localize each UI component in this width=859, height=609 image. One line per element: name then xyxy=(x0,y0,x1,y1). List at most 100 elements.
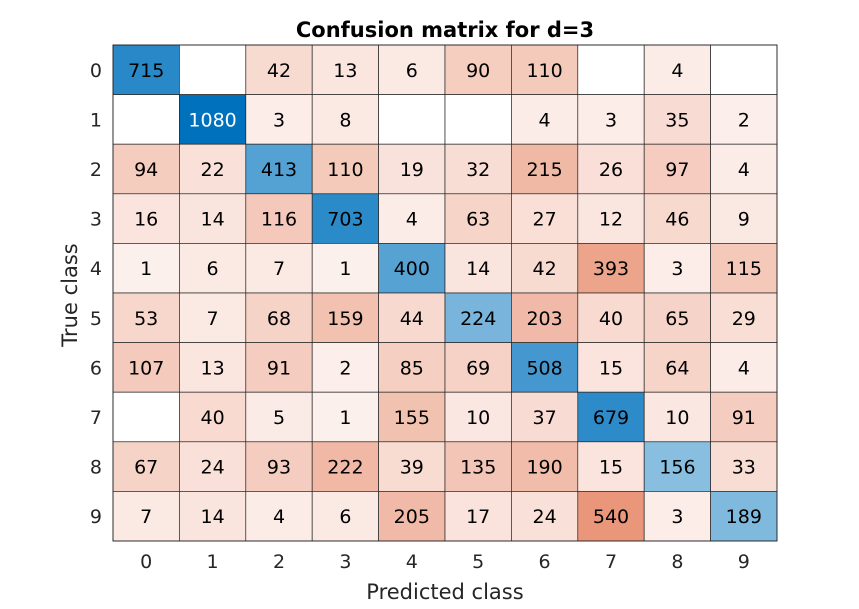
cell-value-6-2: 91 xyxy=(267,357,291,379)
heatmap-cell-9-8 xyxy=(643,491,711,542)
x-tick-label-2: 2 xyxy=(273,551,285,573)
cell-value-3-4: 4 xyxy=(406,209,418,231)
cell-value-6-5: 69 xyxy=(466,357,490,379)
heatmap-cell-8-0 xyxy=(112,441,180,492)
heatmap-cell-8-8 xyxy=(643,441,711,492)
cell-value-9-5: 17 xyxy=(466,506,490,528)
heatmap-cell-3-4 xyxy=(378,193,446,244)
cell-value-7-7: 679 xyxy=(593,407,629,429)
cell-value-2-1: 22 xyxy=(201,159,225,181)
heatmap-cell-5-0 xyxy=(112,292,180,343)
heatmap-cell-8-7 xyxy=(577,441,645,492)
heatmap-cell-0-6 xyxy=(511,44,579,95)
heatmap-cell-9-7 xyxy=(577,491,645,542)
cell-value-4-7: 393 xyxy=(593,258,629,280)
cell-value-4-1: 6 xyxy=(207,258,219,280)
cell-value-5-5: 224 xyxy=(460,308,496,330)
cell-value-5-6: 203 xyxy=(526,308,562,330)
cell-value-1-9: 2 xyxy=(738,109,750,131)
heatmap-cell-4-8 xyxy=(643,243,711,294)
cell-value-3-5: 63 xyxy=(466,209,490,231)
heatmap-cell-5-3 xyxy=(311,292,379,343)
cell-value-9-9: 189 xyxy=(726,506,762,528)
heatmap-cell-0-5 xyxy=(444,44,512,95)
cell-value-6-3: 2 xyxy=(339,357,351,379)
cell-value-2-3: 110 xyxy=(327,159,363,181)
cell-value-9-4: 205 xyxy=(394,506,430,528)
heatmap-cell-1-8 xyxy=(643,94,711,145)
x-tick-label-8: 8 xyxy=(671,551,683,573)
heatmap-cell-0-4 xyxy=(378,44,446,95)
cell-value-3-1: 14 xyxy=(201,209,225,231)
y-tick-label-0: 0 xyxy=(90,60,102,82)
cell-value-1-1: 1080 xyxy=(188,109,236,131)
cell-value-2-2: 413 xyxy=(261,159,297,181)
cell-value-8-5: 135 xyxy=(460,457,496,479)
heatmap-cell-8-2 xyxy=(245,441,313,492)
x-tick-label-4: 4 xyxy=(406,551,418,573)
cell-value-4-9: 115 xyxy=(726,258,762,280)
cell-value-8-9: 33 xyxy=(732,457,756,479)
heatmap-cell-4-7 xyxy=(577,243,645,294)
cell-value-3-2: 116 xyxy=(261,209,297,231)
heatmap-cell-1-1 xyxy=(179,94,247,145)
cell-value-5-3: 159 xyxy=(327,308,363,330)
cell-value-2-7: 26 xyxy=(599,159,623,181)
cell-value-8-8: 156 xyxy=(659,457,695,479)
heatmap-cell-6-6 xyxy=(511,342,579,393)
heatmap-cell-2-3 xyxy=(311,143,379,195)
heatmap-cell-6-0 xyxy=(112,342,180,393)
heatmap-cell-7-3 xyxy=(311,391,379,443)
cell-value-3-9: 9 xyxy=(738,209,750,231)
x-tick-label-9: 9 xyxy=(738,551,750,573)
x-tick-labels: 0 1 2 3 4 5 6 7 8 9 xyxy=(140,551,750,573)
cell-value-8-1: 24 xyxy=(201,457,225,479)
y-tick-label-4: 4 xyxy=(90,258,102,280)
cell-value-9-7: 540 xyxy=(593,506,629,528)
cell-value-0-5: 90 xyxy=(466,60,490,82)
cell-value-9-1: 14 xyxy=(201,506,225,528)
heatmap-cell-9-3 xyxy=(311,491,379,542)
heatmap-cell-8-4 xyxy=(378,441,446,492)
cell-value-7-8: 10 xyxy=(665,407,689,429)
x-tick-label-7: 7 xyxy=(605,551,617,573)
heatmap-cell-0-9 xyxy=(710,44,778,95)
cell-value-8-2: 93 xyxy=(267,457,291,479)
cell-value-8-6: 190 xyxy=(526,457,562,479)
cell-value-6-8: 64 xyxy=(665,357,689,379)
heatmap-cell-3-6 xyxy=(511,193,579,244)
cell-value-4-8: 3 xyxy=(671,258,683,280)
heatmap-cell-1-3 xyxy=(311,94,379,145)
y-tick-label-6: 6 xyxy=(90,357,102,379)
cell-value-4-6: 42 xyxy=(533,258,557,280)
heatmap-cell-9-4 xyxy=(378,491,446,542)
cell-value-2-4: 19 xyxy=(400,159,424,181)
heatmap-cell-1-4 xyxy=(378,94,446,145)
cell-value-3-3: 703 xyxy=(327,209,363,231)
heatmap-cell-4-3 xyxy=(311,243,379,294)
cell-value-2-5: 32 xyxy=(466,159,490,181)
cell-value-5-2: 68 xyxy=(267,308,291,330)
heatmap-cell-3-3 xyxy=(311,193,379,244)
cell-value-5-7: 40 xyxy=(599,308,623,330)
cell-value-8-0: 67 xyxy=(134,457,158,479)
y-tick-label-9: 9 xyxy=(90,506,102,528)
heatmap-cell-6-9 xyxy=(710,342,778,393)
heatmap-cell-2-1 xyxy=(179,143,247,195)
heatmap-cell-8-3 xyxy=(311,441,379,492)
cell-value-6-0: 107 xyxy=(128,357,164,379)
cell-value-1-2: 3 xyxy=(273,109,285,131)
x-tick-label-1: 1 xyxy=(207,551,219,573)
heatmap-cell-2-5 xyxy=(444,143,512,195)
heatmap-cell-0-2 xyxy=(245,44,313,95)
cell-value-6-9: 4 xyxy=(738,357,750,379)
heatmap-cell-7-2 xyxy=(245,391,313,443)
cell-value-1-3: 8 xyxy=(339,109,351,131)
cell-value-8-7: 15 xyxy=(599,457,623,479)
heatmap-cell-1-9 xyxy=(710,94,778,145)
heatmap-cell-7-6 xyxy=(511,391,579,443)
cell-value-1-6: 4 xyxy=(539,109,551,131)
cell-value-3-6: 27 xyxy=(533,209,557,231)
cell-value-6-1: 13 xyxy=(201,357,225,379)
